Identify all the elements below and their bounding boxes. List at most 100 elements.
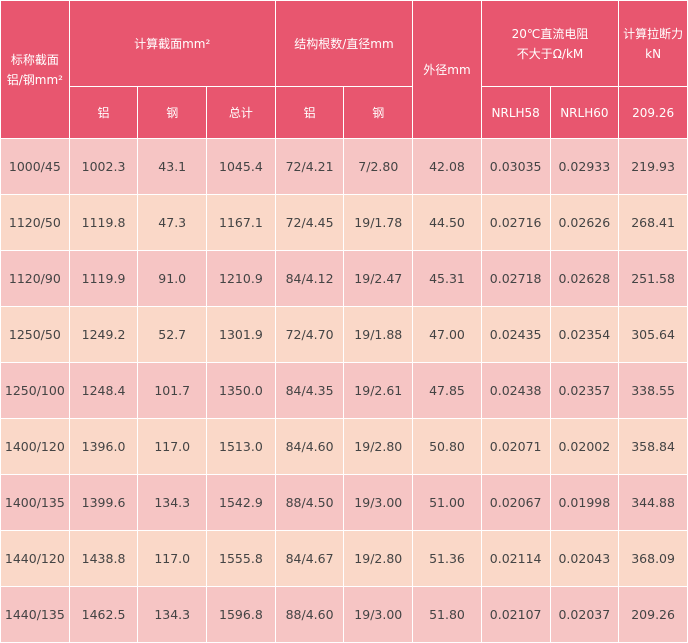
table-cell: 52.7 [137, 306, 208, 363]
table-cell: 0.02933 [549, 138, 620, 195]
header-text: 计算拉断力 [623, 26, 684, 41]
header-cell: 计算拉断力 kN [618, 0, 688, 87]
table-cell: 1555.8 [206, 530, 276, 587]
table-cell: 1167.1 [206, 194, 276, 251]
table-cell: 1120/50 [0, 194, 70, 251]
header-text: kN [645, 46, 662, 61]
table-cell: 1513.0 [206, 418, 276, 475]
table-cell: 1250/50 [0, 306, 70, 363]
table-cell: 42.08 [412, 138, 482, 195]
header-text: 标称截面 [10, 52, 59, 67]
header-cell: 计算截面mm² [68, 0, 276, 87]
header-text: 铝/钢mm² [6, 72, 63, 87]
header-cell: 结构根数/直径mm [274, 0, 414, 87]
table-cell: 1438.8 [68, 530, 139, 587]
table-cell: 268.41 [618, 194, 688, 251]
header-cell: 钢 [343, 86, 414, 139]
table-cell: 0.02628 [549, 250, 620, 307]
table-cell: 1542.9 [206, 474, 276, 531]
table-cell: 47.3 [137, 194, 208, 251]
table-cell: 1596.8 [206, 586, 276, 643]
table-cell: 0.02107 [480, 586, 551, 643]
table-cell: 1399.6 [68, 474, 139, 531]
table-cell: 47.00 [412, 306, 482, 363]
table-cell: 50.80 [412, 418, 482, 475]
table-cell: 72/4.45 [274, 194, 345, 251]
header-text: 不大于Ω/kM [516, 46, 584, 61]
header-cell: 铝 [68, 86, 139, 139]
table-cell: 1000/45 [0, 138, 70, 195]
table-cell: 117.0 [137, 418, 208, 475]
table-cell: 0.02438 [480, 362, 551, 419]
table-cell: 19/3.00 [343, 474, 414, 531]
table-cell: 91.0 [137, 250, 208, 307]
table-cell: 88/4.60 [274, 586, 345, 643]
table-body: 1000/45 1002.3 43.1 1045.4 72/4.21 7/2.80 42.0… [0, 138, 688, 643]
table-cell: 251.58 [618, 250, 688, 307]
table-cell: 0.02716 [480, 194, 551, 251]
table-cell: 45.31 [412, 250, 482, 307]
table-cell: 101.7 [137, 362, 208, 419]
table-cell: 0.02357 [549, 362, 620, 419]
table-cell: 1350.0 [206, 362, 276, 419]
table-cell: 1002.3 [68, 138, 139, 195]
header-cell: 209.26 [618, 86, 688, 139]
table-cell: 0.03035 [480, 138, 551, 195]
table-cell: 134.3 [137, 586, 208, 643]
table-row: 1250/50 1249.2 52.7 1301.9 72/4.70 19/1.88 47.… [0, 306, 688, 363]
table-cell: 0.02002 [549, 418, 620, 475]
table-cell: 1400/135 [0, 474, 70, 531]
header-cell: 20℃直流电阻 不大于Ω/kM [480, 0, 620, 87]
table-cell: 338.55 [618, 362, 688, 419]
table-cell: 1120/90 [0, 250, 70, 307]
table-cell: 84/4.60 [274, 418, 345, 475]
table-cell: 19/2.80 [343, 530, 414, 587]
table-cell: 51.00 [412, 474, 482, 531]
table-row: 1440/120 1438.8 117.0 1555.8 84/4.67 19/2.80 5… [0, 530, 688, 587]
header-cell: 外径mm [412, 0, 482, 139]
header-cell: 钢 [137, 86, 208, 139]
table-cell: 19/1.78 [343, 194, 414, 251]
table-cell: 0.02435 [480, 306, 551, 363]
table-cell: 47.85 [412, 362, 482, 419]
table-cell: 72/4.70 [274, 306, 345, 363]
table-cell: 0.02043 [549, 530, 620, 587]
table-cell: 1440/120 [0, 530, 70, 587]
table-cell: 19/2.47 [343, 250, 414, 307]
table-cell: 0.01998 [549, 474, 620, 531]
table-cell: 1210.9 [206, 250, 276, 307]
table-row: 1440/135 1462.5 134.3 1596.8 88/4.60 19/3.00 5… [0, 586, 688, 643]
table-cell: 0.02626 [549, 194, 620, 251]
header-cell: 标称截面 铝/钢mm² [0, 0, 70, 139]
table-cell: 43.1 [137, 138, 208, 195]
table-cell: 1396.0 [68, 418, 139, 475]
table-cell: 0.02354 [549, 306, 620, 363]
table-cell: 344.88 [618, 474, 688, 531]
header-cell: 总计 [206, 86, 276, 139]
table-cell: 88/4.50 [274, 474, 345, 531]
table-cell: 1249.2 [68, 306, 139, 363]
table-row: 1120/50 1119.8 47.3 1167.1 72/4.45 19/1.78 44.… [0, 194, 688, 251]
table-cell: 19/1.88 [343, 306, 414, 363]
table-cell: 19/2.61 [343, 362, 414, 419]
table-cell: 1250/100 [0, 362, 70, 419]
table-cell: 1248.4 [68, 362, 139, 419]
table-cell: 1440/135 [0, 586, 70, 643]
table-row: 1000/45 1002.3 43.1 1045.4 72/4.21 7/2.80 42.0… [0, 138, 688, 195]
table-cell: 368.09 [618, 530, 688, 587]
table-cell: 358.84 [618, 418, 688, 475]
header-cell: NRLH60 [549, 86, 620, 139]
table-row: 1400/120 1396.0 117.0 1513.0 84/4.60 19/2.80 5… [0, 418, 688, 475]
table-cell: 44.50 [412, 194, 482, 251]
table-cell: 0.02067 [480, 474, 551, 531]
table-cell: 1119.9 [68, 250, 139, 307]
table-cell: 305.64 [618, 306, 688, 363]
table-cell: 72/4.21 [274, 138, 345, 195]
table-cell: 0.02718 [480, 250, 551, 307]
table-cell: 1301.9 [206, 306, 276, 363]
table-cell: 19/2.80 [343, 418, 414, 475]
table-cell: 19/3.00 [343, 586, 414, 643]
table-row: 1250/100 1248.4 101.7 1350.0 84/4.35 19/2.61 4… [0, 362, 688, 419]
